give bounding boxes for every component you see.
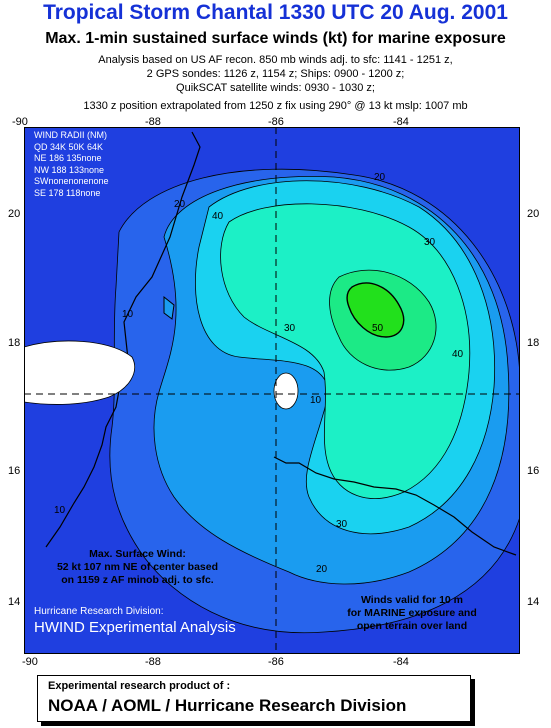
analysis-info-line-3: QuikSCAT satellite winds: 0930 - 1030 z; <box>176 82 375 94</box>
hrd-credit: Hurricane Research Division: <box>34 606 164 617</box>
valid-line: open terrain over land <box>356 620 468 632</box>
contour-label: 10 <box>122 309 134 320</box>
lat-tick-right: 20 <box>527 208 540 220</box>
lon-tick-bottom: -88 <box>145 656 161 668</box>
lon-tick-bottom: -84 <box>393 656 409 668</box>
contour-label: 30 <box>336 519 348 530</box>
hwind-credit: HWIND Experimental Analysis <box>34 619 236 636</box>
product-credit-line1: Experimental research product of : <box>48 680 231 692</box>
map-subtitle: Max. 1-min sustained surface winds (kt) … <box>45 30 506 47</box>
product-credit-line2: NOAA / AOML / Hurricane Research Divisio… <box>48 696 407 715</box>
lat-tick-left: 18 <box>8 337 21 349</box>
contour-label: 40 <box>212 211 224 222</box>
contour-label: 40 <box>452 349 464 360</box>
lat-tick-left: 20 <box>8 208 21 220</box>
product-credit-box: Experimental research product of : NOAA … <box>37 675 471 722</box>
wind-radii-line: NW 188 133none <box>34 164 105 175</box>
contour-label: 30 <box>424 237 436 248</box>
contour-label: 20 <box>316 564 328 575</box>
contour-label: 50 <box>372 323 384 334</box>
wind-radii-line: NE 186 135none <box>34 153 102 163</box>
max-surface-wind-note: Max. Surface Wind: 52 kt 107 nm NE of ce… <box>40 548 235 587</box>
wind-radii-line: SE 178 118none <box>34 187 101 198</box>
lat-tick-right: 14 <box>527 596 540 608</box>
winds-valid-note: Winds valid for 10 m for MARINE exposure… <box>346 594 478 633</box>
contour-label: 20 <box>374 172 386 183</box>
contour-label: 30 <box>284 323 296 334</box>
wind-field-map: 20 40 30 40 50 30 10 30 20 20 10 10 <box>24 127 520 654</box>
lat-tick-right: 18 <box>527 337 540 349</box>
max-wind-line: 52 kt 107 nm NE of center based <box>56 561 219 573</box>
island-turneffe <box>273 372 299 410</box>
wind-radii-line: QD 34K 50K 64K <box>34 141 104 152</box>
contour-label: 20 <box>174 199 186 210</box>
map-title: Tropical Storm Chantal 1330 UTC 20 Aug. … <box>43 1 508 24</box>
land-mask-white <box>24 340 135 405</box>
analysis-info-line-1: Analysis based on US AF recon. 850 mb wi… <box>98 54 453 66</box>
lon-tick-bottom: -86 <box>268 656 284 668</box>
contour-band-40kt <box>220 203 471 499</box>
map-border <box>24 127 520 654</box>
lat-tick-right: 16 <box>527 465 540 477</box>
wind-radii-line: WIND RADII (NM) <box>34 130 107 140</box>
lon-tick-bottom: -90 <box>22 656 38 668</box>
valid-line: for MARINE exposure and <box>347 607 477 619</box>
lon-tick-top: -90 <box>12 116 28 128</box>
wind-contour-svg <box>24 127 520 654</box>
wind-radii-table: WIND RADII (NM) QD 34K 50K 64K NE 186 13… <box>34 130 109 199</box>
wind-radii-line: SWnonenonenone <box>34 176 109 186</box>
lat-tick-left: 16 <box>8 465 21 477</box>
lon-tick-top: -88 <box>145 116 161 128</box>
coastline-honduras <box>273 456 517 556</box>
max-wind-line: on 1159 z AF minob adj. to sfc. <box>61 574 214 586</box>
analysis-info-line-2: 2 GPS sondes: 1126 z, 1154 z; Ships: 090… <box>146 68 405 80</box>
contour-label: 10 <box>310 395 322 406</box>
contour-band-50kt <box>346 282 405 338</box>
contour-label: 10 <box>54 505 66 516</box>
island-cozumel <box>163 295 175 320</box>
valid-line: Winds valid for 10 m <box>360 594 463 606</box>
analysis-info-line-4: 1330 z position extrapolated from 1250 z… <box>83 100 468 112</box>
max-wind-line: Max. Surface Wind: <box>89 548 186 560</box>
lat-tick-left: 14 <box>8 596 21 608</box>
lon-tick-top: -84 <box>393 116 409 128</box>
lon-tick-top: -86 <box>268 116 284 128</box>
